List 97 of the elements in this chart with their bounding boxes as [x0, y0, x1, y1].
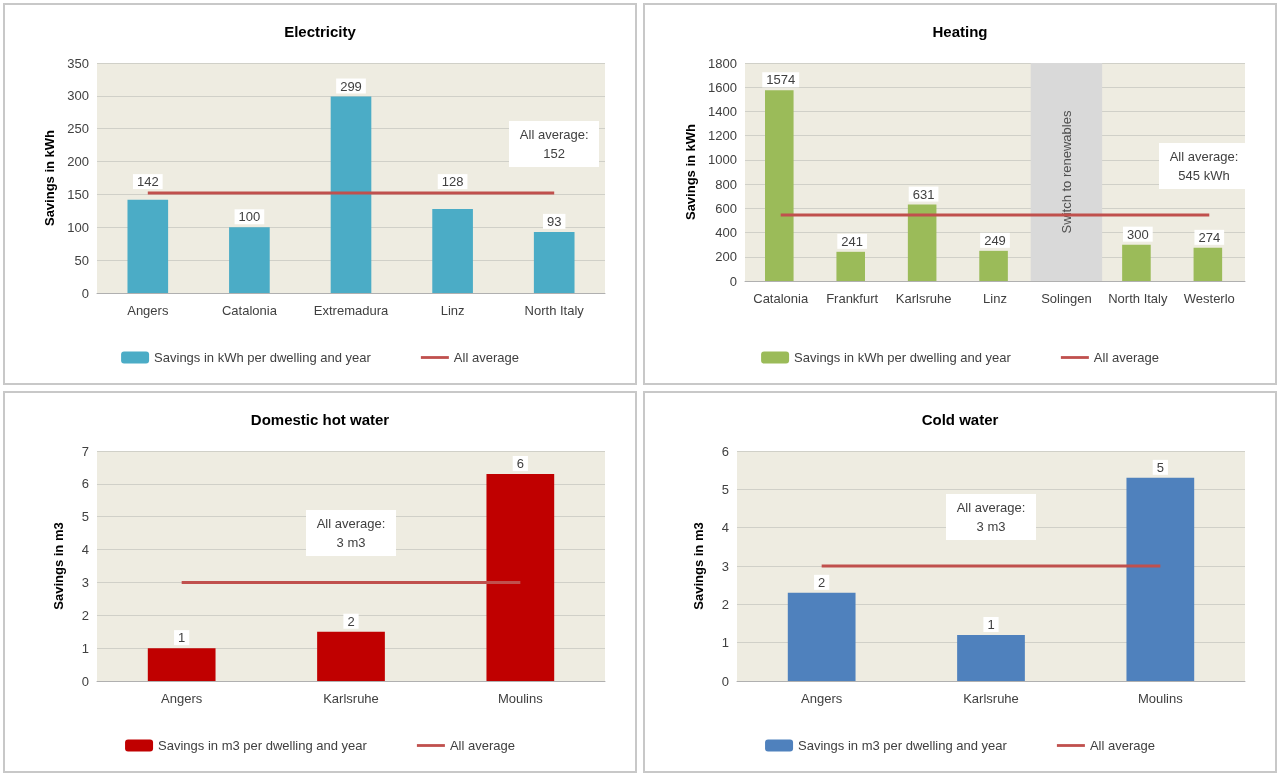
x-tick-label: Extremadura: [313, 302, 389, 318]
legend-label: Savings in kWh per dwelling and year: [794, 350, 1012, 365]
x-tick-label: North Italy: [524, 302, 585, 318]
data-label: 6: [516, 456, 524, 471]
data-label: 631: [912, 186, 935, 202]
chart-title: Domestic hot water: [250, 411, 390, 428]
y-tick-label: 350: [67, 55, 89, 71]
bar: [787, 592, 856, 681]
y-tick-label: 250: [67, 121, 89, 137]
y-tick-label: 50: [74, 252, 89, 268]
y-tick-label: 0: [729, 273, 737, 289]
y-tick-label: 200: [715, 249, 737, 265]
x-tick-label: Karlsruhe: [895, 290, 952, 306]
bar: [957, 635, 1025, 681]
y-tick-label: 100: [67, 219, 89, 235]
data-label: 128: [441, 174, 464, 190]
y-axis-title: Savings in m3: [691, 522, 706, 610]
x-tick-label: Angers: [161, 690, 203, 706]
data-label: 1: [987, 617, 995, 632]
x-tick-label: Angers: [127, 302, 169, 318]
y-tick-label: 3: [81, 574, 89, 590]
data-label: 1574: [766, 72, 796, 88]
legend-label: Savings in m3 per dwelling and year: [158, 738, 368, 753]
chart-title: Electricity: [284, 23, 357, 40]
y-tick-label: 1: [721, 635, 729, 651]
x-tick-label: Linz: [983, 290, 1007, 306]
data-label: 274: [1198, 229, 1221, 245]
data-label: 249: [984, 232, 1006, 248]
y-tick-label: 7: [81, 443, 89, 459]
chart-title: Cold water: [921, 411, 999, 428]
chart-title: Heating: [932, 23, 988, 40]
y-axis-title: Savings in kWh: [683, 123, 699, 221]
bar: [432, 208, 473, 293]
annotation: All average: 3 m3: [306, 510, 396, 557]
y-tick-label: 5: [81, 509, 89, 525]
x-tick-label: Frankfurt: [826, 290, 879, 306]
y-tick-label: 1600: [708, 79, 737, 95]
band-label: Switch to renewables: [1058, 110, 1074, 234]
data-label: 299: [340, 78, 362, 94]
y-tick-label: 4: [81, 542, 89, 558]
data-label: 2: [818, 574, 826, 590]
bar: [147, 648, 216, 681]
x-tick-label: Solingen: [1041, 290, 1092, 306]
x-tick-label: Westerlo: [1183, 290, 1235, 306]
y-tick-label: 3: [721, 558, 729, 574]
x-tick-label: Moulins: [497, 690, 544, 706]
data-label: 2: [347, 613, 355, 629]
y-axis-title: Savings in kWh: [42, 129, 58, 227]
x-tick-label: Karlsruhe: [323, 690, 379, 706]
y-tick-label: 300: [67, 88, 89, 104]
y-tick-label: 6: [721, 443, 729, 459]
x-tick-label: North Italy: [1108, 290, 1168, 306]
y-tick-label: 400: [715, 225, 737, 241]
y-tick-label: 1000: [708, 152, 737, 168]
y-tick-label: 1: [81, 640, 89, 656]
y-tick-label: 2: [81, 607, 89, 623]
legend-label: Savings in m3 per dwelling and year: [798, 738, 1008, 753]
y-tick-label: 0: [81, 285, 89, 301]
x-tick-label: Catalonia: [753, 290, 809, 306]
data-label: 142: [136, 174, 159, 190]
y-tick-label: 2: [721, 596, 729, 612]
y-tick-label: 6: [81, 476, 89, 492]
y-tick-label: 800: [715, 176, 737, 192]
y-tick-label: 1800: [708, 55, 737, 71]
legend-label: All average: [1089, 738, 1155, 753]
bar: [317, 631, 385, 681]
y-tick-label: 600: [715, 200, 737, 216]
legend-label: All average: [453, 350, 519, 365]
x-tick-label: Linz: [440, 302, 465, 318]
y-tick-label: 150: [67, 186, 89, 202]
x-tick-label: Moulins: [1137, 690, 1184, 706]
y-tick-label: 0: [721, 673, 729, 689]
y-tick-label: 4: [721, 520, 729, 536]
legend-label: All average: [449, 738, 515, 753]
data-label: 241: [841, 233, 863, 249]
legend-label: All average: [1093, 350, 1159, 365]
bar: [486, 474, 555, 681]
annotation: All average: 152: [509, 121, 600, 168]
y-axis-title: Savings in m3: [51, 522, 66, 610]
bar: [127, 199, 169, 293]
y-tick-label: 1200: [708, 128, 737, 144]
y-tick-label: 200: [67, 154, 89, 170]
x-tick-label: Karlsruhe: [963, 690, 1019, 706]
x-tick-label: Angers: [801, 690, 843, 706]
data-label: 5: [1156, 459, 1164, 475]
data-label: 100: [238, 209, 261, 225]
annotation: All average: 545 kWh: [1159, 142, 1249, 189]
bar: [1126, 477, 1195, 681]
x-tick-label: Catalonia: [221, 302, 278, 318]
data-label: 1: [178, 630, 186, 646]
y-tick-label: 0: [81, 673, 89, 689]
annotation: All average: 3 m3: [946, 494, 1036, 540]
legend-label: Savings in kWh per dwelling and year: [154, 350, 372, 365]
y-tick-label: 1400: [708, 103, 737, 119]
data-label: 93: [546, 213, 562, 229]
data-label: 300: [1127, 226, 1149, 242]
y-tick-label: 5: [721, 481, 729, 497]
